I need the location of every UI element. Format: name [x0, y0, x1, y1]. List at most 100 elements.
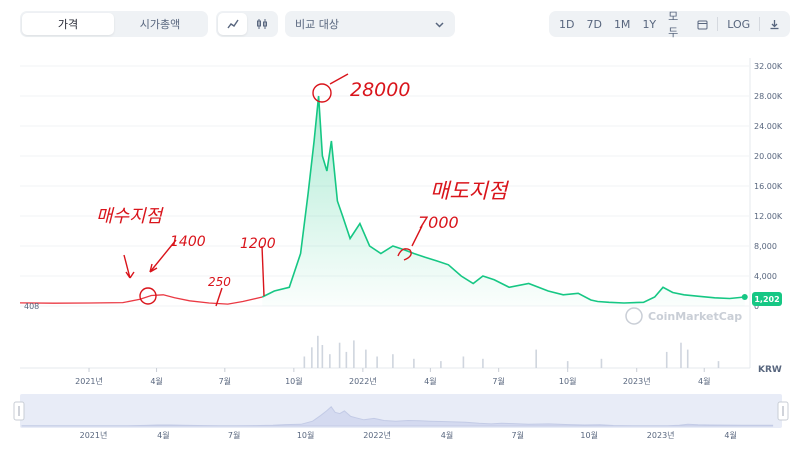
volume-bar [376, 356, 378, 368]
volume-bars [303, 335, 720, 368]
x-tick-label: 2022년 [349, 376, 377, 386]
download-button[interactable] [763, 13, 786, 35]
x-tick-label: 10월 [559, 376, 577, 386]
currency-label: KRW [758, 365, 782, 375]
range-selector: 1D 7D 1M 1Y 모두 LOG [549, 10, 790, 39]
label-sell-point: 매도지점 [430, 179, 510, 203]
handwritten-annotations [123, 73, 423, 307]
range-navigator[interactable]: 2021년 4월 7월 10월 2022년 4월 7월 10월 2023년 4월 [0, 390, 800, 460]
tab-price[interactable]: 가격 [22, 13, 114, 35]
annotation-line-peak [329, 73, 349, 85]
annotation-arrow-1400 [149, 239, 177, 273]
label-28000: 28000 [350, 79, 410, 101]
volume-bar [353, 340, 355, 368]
y-tick-label: 8,000 [754, 242, 777, 251]
y-tick-label: 28.00K [754, 92, 783, 101]
navigator-tick-label: 7월 [228, 430, 240, 440]
price-chart[interactable]: 32.00K 28.00K 24.00K 20.00K 16.00K 12.00K 8,00… [0, 50, 800, 390]
navigator-tick-label: 10월 [580, 430, 598, 440]
watermark: CoinMarketCap [625, 307, 742, 325]
x-tick-label: 2023년 [623, 376, 651, 386]
last-price-dot [741, 293, 748, 300]
navigator-x-axis: 2021년 4월 7월 10월 2022년 4월 7월 10월 2023년 4월 [80, 430, 737, 440]
volume-bar [440, 361, 442, 368]
volume-bar [338, 342, 341, 368]
volume-bar [462, 356, 465, 368]
price-badge-text: 1,202 [754, 295, 779, 304]
line-chart-button[interactable] [218, 13, 247, 35]
compare-label: 비교 대상 [295, 18, 339, 31]
candlestick-icon [256, 19, 267, 29]
annotation-arrow-1200 [261, 245, 265, 297]
volume-bar [311, 347, 313, 368]
y-tick-label: 0 [754, 302, 759, 311]
label-7000: 7000 [418, 213, 459, 232]
volume-bar [566, 361, 569, 368]
volume-bar [345, 351, 348, 368]
candle-chart-button[interactable] [247, 13, 276, 35]
volume-bar [717, 361, 720, 368]
label-1200: 1200 [240, 236, 276, 252]
x-tick-label: 7월 [219, 376, 231, 386]
volume-bar [535, 349, 537, 368]
x-tick-label: 10월 [285, 376, 303, 386]
y-tick-label: 20.00K [754, 152, 783, 161]
range-1d-button[interactable]: 1D [559, 17, 575, 31]
y-tick-label: 12.00K [754, 212, 783, 221]
toolbar-divider [717, 17, 719, 31]
navigator-tick-label: 10월 [297, 430, 315, 440]
volume-bar [665, 351, 668, 368]
x-axis: 2021년 4월 7월 10월 2022년 4월 7월 10월 2023년 4월 [75, 368, 710, 386]
compare-dropdown[interactable]: 비교 대상 [285, 11, 455, 37]
navigator-area [21, 406, 774, 427]
annotation-arrow-250 [215, 287, 223, 307]
calendar-button[interactable] [691, 13, 714, 35]
y-tick-label: 16.00K [754, 182, 783, 191]
annotation-circle-peak [312, 83, 332, 103]
pre-listing-line [19, 294, 263, 305]
log-scale-button[interactable]: LOG [727, 17, 751, 31]
annotation-circle-sell [397, 248, 412, 261]
label-buy-point: 매수지점 [96, 206, 165, 227]
range-7d-button[interactable]: 7D [586, 17, 602, 31]
chevron-down-icon [435, 21, 444, 28]
navigator-tick-label: 4월 [441, 430, 453, 440]
x-tick-label: 4월 [698, 376, 710, 386]
x-tick-label: 4월 [150, 376, 162, 386]
price-badge-bg [752, 292, 782, 306]
chart-toolbar: 가격 시가총액 비교 대상 1D 7D 1M 1Y 모두 LOG [0, 0, 800, 50]
volume-bar [392, 354, 394, 368]
x-tick-label: 2021년 [75, 376, 103, 386]
volume-bar [482, 358, 484, 368]
volume-bar [680, 342, 682, 368]
handwritten-labels: 매수지점 1400 250 1200 28000 매도지점 7000 [96, 79, 510, 289]
line-chart-icon [226, 19, 239, 29]
navigator-tick-label: 2021년 [80, 430, 108, 440]
range-all-button[interactable]: 모두 [668, 10, 679, 39]
volume-bar [303, 356, 306, 368]
range-1m-button[interactable]: 1M [613, 17, 631, 31]
navigator-tick-label: 2023년 [647, 430, 675, 440]
volume-bar [365, 349, 367, 368]
calendar-icon [697, 20, 708, 29]
annotation-circle-buy [139, 287, 157, 305]
y-tick-label: 32.00K [754, 62, 783, 71]
x-tick-label: 4월 [424, 376, 436, 386]
navigator-tick-label: 2022년 [363, 430, 391, 440]
y-axis: 32.00K 28.00K 24.00K 20.00K 16.00K 12.00K 8,00… [754, 62, 783, 311]
volume-bar [317, 335, 319, 368]
volume-bar [321, 345, 324, 368]
watermark-text: CoinMarketCap [648, 310, 742, 323]
start-price-label: 408 [24, 302, 39, 311]
y-tick-label: 24.00K [754, 122, 783, 131]
navigator-left-handle[interactable] [13, 401, 25, 421]
range-1y-button[interactable]: 1Y [642, 17, 657, 31]
navigator-right-handle[interactable] [777, 401, 789, 421]
volume-bar [413, 358, 415, 368]
price-area [262, 96, 745, 306]
chart-style-toggle [216, 11, 278, 37]
annotation-line-sell [411, 225, 423, 247]
current-price-badge: 1,202 [752, 292, 782, 306]
annotation-arrow-buy [123, 254, 135, 279]
tab-market-cap[interactable]: 시가총액 [139, 18, 181, 31]
